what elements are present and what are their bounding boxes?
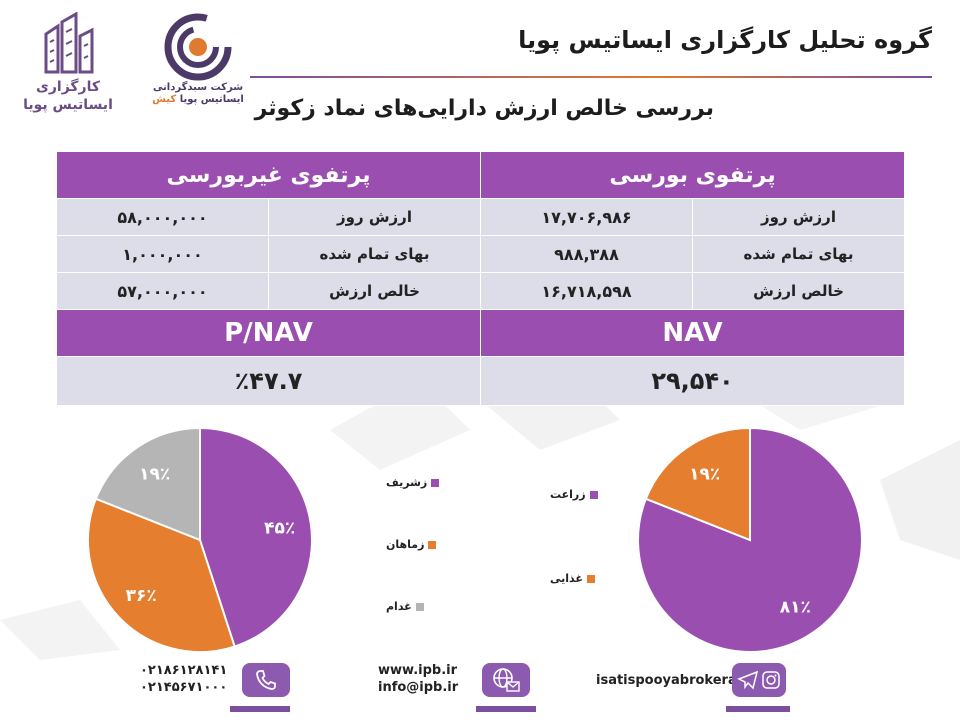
pie-slice (644, 426, 751, 542)
investment-logo (164, 13, 232, 81)
pie-slice-label: ۱۹٪ (139, 464, 170, 484)
legend-swatch (431, 478, 440, 487)
phone-number-1: ۰۲۱۸۶۱۲۸۱۴۱ (140, 663, 228, 678)
social-icons[interactable] (732, 663, 786, 697)
legend-item: غذایی (550, 572, 595, 585)
legend-label: غدام (386, 600, 412, 613)
table-row: بهای تمام شده ۹۸۸,۳۸۸ بهای تمام شده ۱,۰۰… (56, 235, 905, 273)
brokerage-logo-line2: ایساتیس پویا (23, 97, 113, 113)
legend-item: زشریف (386, 476, 440, 489)
email-link[interactable]: info@ipb.ir (378, 680, 459, 695)
nonbourse-row-value: ۵۸,۰۰۰,۰۰۰ (56, 198, 269, 236)
investment-logo-line2: ایساتیس پویا (179, 94, 244, 105)
phone-icon[interactable] (242, 663, 290, 697)
bourse-row-value: ۱۷,۷۰۶,۹۸۶ (480, 198, 693, 236)
nonbourse-pie-chart: ۴۵٪ ۳۶٪ ۱۹٪ (87, 426, 313, 653)
legend-label: زماهان (386, 538, 425, 551)
social-handle[interactable]: isatispooyabrokerage (596, 673, 755, 688)
nav-table: پرتفوی بورسی پرتفوی غیربورسی ارزش روز ۱۷… (56, 151, 905, 406)
brokerage-logo-text: کارگزاری ایساتیس پویا (18, 78, 118, 114)
footer-web: www.ipb.ir info@ipb.ir (378, 662, 458, 696)
nonbourse-row-label: ارزش روز (268, 198, 481, 236)
legend-label: زشریف (386, 476, 428, 489)
website-link[interactable]: www.ipb.ir (378, 663, 458, 678)
legend-swatch (589, 490, 598, 499)
pie-slice (94, 426, 201, 542)
bourse-pie-chart: ۸۱٪ ۱۹٪ (637, 426, 863, 653)
bourse-row-label: ارزش روز (692, 198, 905, 236)
globe-mail-icon (493, 668, 520, 692)
bourse-row-label: خالص ارزش (692, 272, 905, 310)
investment-logo-kish: کیش (152, 94, 177, 105)
legend-swatch (586, 574, 595, 583)
pie-slice-label: ۱۹٪ (689, 464, 720, 484)
bourse-row-label: بهای تمام شده (692, 235, 905, 273)
nav-label: NAV (480, 309, 905, 357)
bourse-portfolio-header: پرتفوی بورسی (480, 151, 905, 199)
page-subtitle: بررسی خالص ارزش دارایی‌های نماد زکوثر (254, 96, 714, 121)
page-title: گروه تحلیل کارگزاری ایساتیس پویا (518, 26, 932, 54)
header-divider (250, 76, 932, 78)
footer-bar-right (726, 706, 790, 712)
telegram-icon (737, 670, 780, 690)
pie-slice (199, 426, 313, 648)
brokerage-logo-line1: کارگزاری (36, 79, 100, 95)
investment-logo-text: شرکت سبدگردانی ایساتیس پویا کیش (146, 82, 250, 106)
nonbourse-portfolio-header: پرتفوی غیربورسی (56, 151, 481, 199)
investment-logo-line1: شرکت سبدگردانی (152, 82, 244, 93)
legend-label: زراعت (550, 488, 586, 501)
nonbourse-row-label: خالص ارزش (268, 272, 481, 310)
pie-slice-label: ۸۱٪ (780, 598, 811, 618)
table-row: ارزش روز ۱۷,۷۰۶,۹۸۶ ارزش روز ۵۸,۰۰۰,۰۰۰ (56, 198, 905, 236)
nonbourse-row-value: ۱,۰۰۰,۰۰۰ (56, 235, 269, 273)
brokerage-logo (44, 12, 94, 74)
phone-number-2: ۰۲۱۴۵۶۷۱۰۰۰ (140, 680, 228, 695)
phone-icon (256, 670, 276, 690)
pie-slice-label: ۴۵٪ (264, 518, 295, 538)
legend-item: زراعت (550, 488, 598, 501)
footer-bar-left (230, 706, 290, 712)
footer-phones: ۰۲۱۸۶۱۲۸۱۴۱ ۰۲۱۴۵۶۷۱۰۰۰ (140, 662, 227, 696)
footer-bar-middle (476, 706, 536, 712)
pie-slice-label: ۳۶٪ (126, 586, 157, 606)
pnav-value: ٪۴۷.۷ (56, 356, 481, 406)
nonbourse-row-label: بهای تمام شده (268, 235, 481, 273)
bourse-row-value: ۱۶,۷۱۸,۵۹۸ (480, 272, 693, 310)
legend-swatch (428, 540, 437, 549)
legend-item: غدام (386, 600, 424, 613)
nonbourse-row-value: ۵۷,۰۰۰,۰۰۰ (56, 272, 269, 310)
nav-value: ۲۹,۵۴۰ (480, 356, 905, 406)
globe-mail-icon[interactable] (482, 663, 530, 697)
legend-swatch (415, 602, 424, 611)
legend-item: زماهان (386, 538, 437, 551)
legend-label: غذایی (550, 572, 583, 585)
pie-slice (87, 497, 236, 653)
bourse-row-value: ۹۸۸,۳۸۸ (480, 235, 693, 273)
table-row: خالص ارزش ۱۶,۷۱۸,۵۹۸ خالص ارزش ۵۷,۰۰۰,۰۰… (56, 272, 905, 310)
pnav-label: P/NAV (56, 309, 481, 357)
